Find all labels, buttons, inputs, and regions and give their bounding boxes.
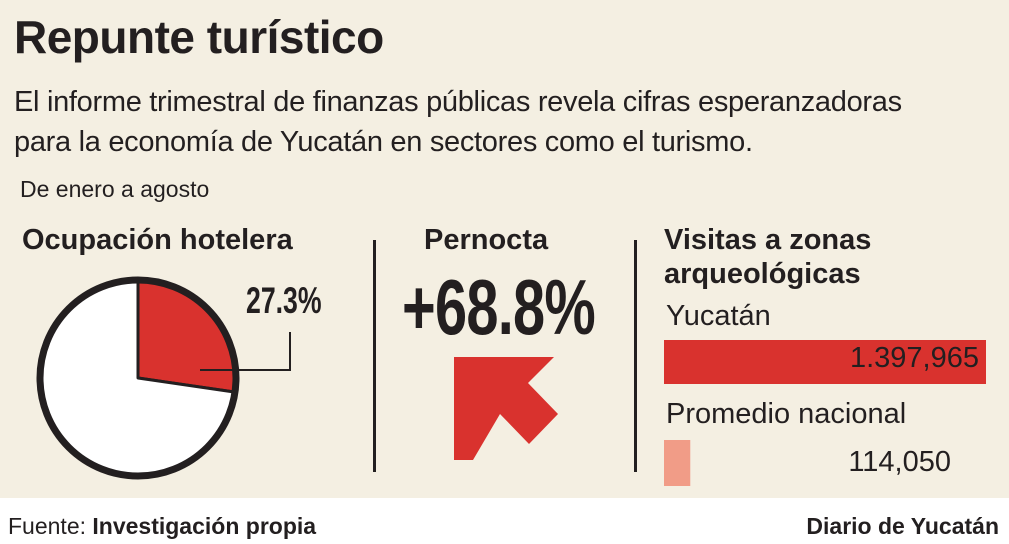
pie-chart-title: Ocupación hotelera [22, 224, 293, 256]
description-line-1: El informe trimestral de finanzas públic… [14, 86, 902, 118]
section-divider-left [373, 240, 376, 472]
page-title: Repunte turístico [14, 11, 384, 63]
bar-chart [664, 340, 986, 486]
bar-chart-title-line-1: Visitas a zonas [664, 224, 872, 256]
bar-0 [664, 340, 986, 384]
source-credit: Fuente: Investigación propia [8, 513, 316, 540]
source-prefix: Fuente: [8, 513, 93, 539]
bar-value-yucatan: 1.397,965 [849, 342, 979, 374]
bar-category-nacional: Promedio nacional [666, 398, 907, 430]
description-line-2: para la economía de Yucatán en sectores … [14, 126, 753, 158]
source-name: Investigación propia [92, 513, 317, 539]
bar-chart-title-line-2: arqueológicas [664, 258, 861, 290]
pernocta-title: Pernocta [424, 224, 549, 256]
pie-chart [36, 276, 291, 480]
section-divider-right [634, 240, 637, 472]
period-label: De enero a agosto [20, 176, 210, 202]
pernocta-value: +68.8% [402, 263, 596, 351]
increase-arrow-icon [454, 357, 558, 460]
pie-leader-line [200, 332, 291, 371]
increase-arrow-shape [454, 357, 558, 460]
bar-category-yucatan: Yucatán [666, 300, 771, 332]
bar-value-nacional: 114,050 [848, 446, 951, 478]
pie-outline [36, 276, 240, 480]
publisher-brand: Diario de Yucatán [806, 513, 999, 539]
pie-slice-label: 27.3% [246, 280, 322, 321]
bar-1 [664, 440, 691, 486]
